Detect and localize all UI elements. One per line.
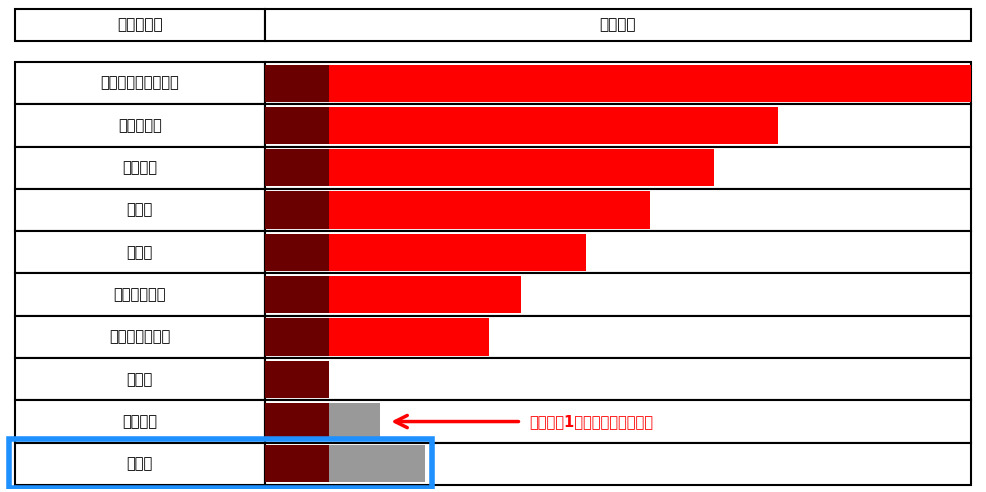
Bar [15,231,264,274]
Text: 資格の種類: 資格の種類 [117,18,163,32]
Bar [328,191,650,229]
Bar [15,274,264,316]
Bar [264,9,971,41]
Text: 弁護士（予備試験）: 弁護士（予備試験） [101,76,179,91]
Bar [264,400,971,443]
Bar [264,318,328,356]
Bar [264,62,971,104]
Text: 社労士: 社労士 [127,372,153,387]
Bar [264,191,328,229]
Bar [328,234,586,271]
Bar [264,274,971,316]
Bar [15,104,264,147]
Text: 弁理士: 弁理士 [127,203,153,217]
Bar [328,403,380,440]
Bar [9,439,432,489]
Bar [15,443,264,485]
Bar [15,147,264,189]
Bar [264,316,971,358]
Bar [15,62,264,104]
Bar [328,276,522,313]
Bar [328,107,778,144]
Bar [328,64,971,102]
Bar [264,147,971,189]
Bar [328,318,489,356]
Text: 不動産鑑定士: 不動産鑑定士 [113,287,166,302]
Bar [15,9,264,41]
Text: 勉強時間: 勉強時間 [599,18,636,32]
Bar [15,358,264,400]
Bar [15,189,264,231]
Text: 司法書士: 司法書士 [122,160,158,175]
Bar [264,231,971,274]
Bar [264,189,971,231]
Bar [264,276,328,313]
Bar [264,64,328,102]
Bar [15,400,264,443]
Bar [264,361,328,398]
Bar [15,316,264,358]
Text: 宅建士: 宅建士 [127,457,153,471]
Text: 中小企業診断士: 中小企業診断士 [109,330,171,344]
Bar [264,445,328,483]
Bar [264,443,971,485]
Text: 税理士: 税理士 [127,245,153,260]
Bar [328,149,714,186]
Bar [264,107,328,144]
Bar [264,358,971,400]
Bar [264,104,971,147]
Bar [264,403,328,440]
Text: 行政書士: 行政書士 [122,414,158,429]
Bar [328,445,425,483]
Text: 公認会計士: 公認会計士 [118,118,162,133]
Text: 社会人が1年に使える勉強時間: 社会人が1年に使える勉強時間 [529,414,654,429]
Bar [264,149,328,186]
Bar [264,234,328,271]
